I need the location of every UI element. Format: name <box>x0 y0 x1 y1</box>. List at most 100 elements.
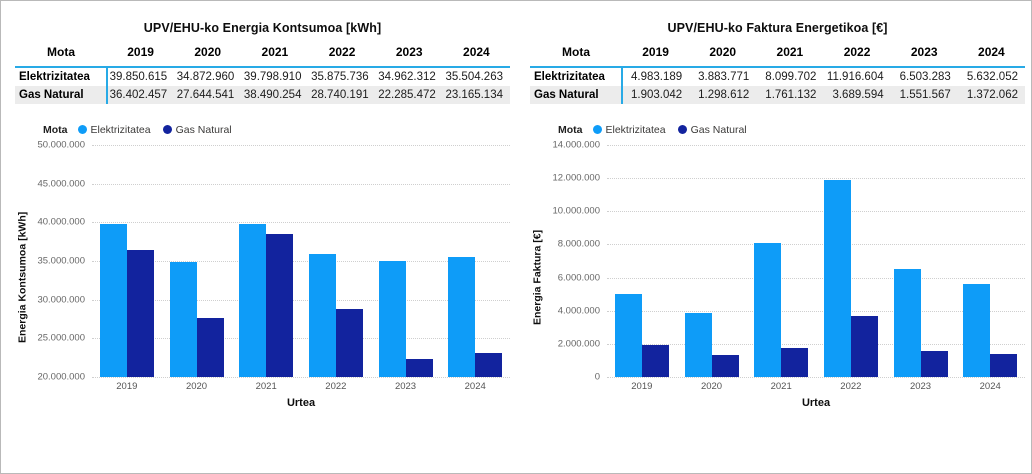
gridline <box>607 244 1025 246</box>
x-axis: 2019 2020 2021 2022 2023 2024 <box>607 377 1025 394</box>
gridline <box>92 299 510 301</box>
bar-gas-natural-2020[interactable] <box>711 355 739 377</box>
column-header-2019: 2019 <box>127 45 154 59</box>
bar-group-2023 <box>886 145 956 377</box>
x-tick-label-2021: 2021 <box>255 381 277 392</box>
y-tick-label: 6.000.000 <box>557 272 600 284</box>
bar-group-2022 <box>816 145 886 377</box>
bar-elektrizitatea-2020[interactable] <box>169 261 197 377</box>
gridline <box>92 261 510 262</box>
legend-title: Mota <box>43 123 68 136</box>
legend-dot-gas-natural-icon <box>162 125 172 134</box>
column-header-2020: 2020 <box>709 45 737 59</box>
legend-item-gas-natural[interactable]: Gas Natural <box>677 124 747 136</box>
column-header-2022: 2022 <box>843 45 871 59</box>
cell-elektrizitatea-2021: 39.798.910 <box>241 66 309 86</box>
bar-elektrizitatea-2023[interactable] <box>378 261 406 377</box>
gridline <box>92 183 510 185</box>
column-header-2024: 2024 <box>463 45 490 59</box>
bar-elektrizitatea-2024[interactable] <box>963 283 991 377</box>
legend-item-elektrizitatea[interactable]: Elektrizitatea <box>592 123 666 136</box>
bar-elektrizitatea-2022[interactable] <box>823 179 851 377</box>
y-tick-label: 12.000.000 <box>552 172 600 184</box>
legend-label: Elektrizitatea <box>605 123 666 136</box>
cell-gas-natural-2022: 28.740.191 <box>308 86 376 104</box>
y-tick-label: 14.000.000 <box>552 139 600 151</box>
bar-gas-natural-2019[interactable] <box>126 250 154 377</box>
bar-elektrizitatea-2019[interactable] <box>614 294 642 377</box>
cell-gas-natural-2024: 23.165.134 <box>442 86 510 104</box>
matrix-faktura-energetikoa: Mota 2019 2020 2021 2022 2023 2024 Elektrizita… <box>530 41 1025 104</box>
table-title-energia-kontsumoa: UPV/EHU-ko Energia Kontsumoa [kWh] <box>143 21 382 35</box>
bar-elektrizitatea-2021[interactable] <box>239 223 267 377</box>
column-header-2024: 2024 <box>978 45 1005 59</box>
bar-elektrizitatea-2020[interactable] <box>684 312 712 377</box>
y-tick-label: 10.000.000 <box>552 205 600 217</box>
bar-gas-natural-2021[interactable] <box>266 234 294 377</box>
x-tick-label-2024: 2024 <box>464 381 486 392</box>
legend-item-gas-natural[interactable]: Gas Natural <box>162 123 232 136</box>
y-tick-label: 25.000.000 <box>37 332 85 344</box>
bar-group-2020 <box>162 145 232 377</box>
bar-gas-natural-2024[interactable] <box>990 354 1018 377</box>
bar-elektrizitatea-2024[interactable] <box>448 257 476 377</box>
cell-elektrizitatea-2020: 34.872.960 <box>174 66 242 86</box>
cell-elektrizitatea-2019: 4.983.189 <box>622 66 690 86</box>
chart-faktura-energetikoa: Mota Elektrizitatea Gas Natural Energia F… <box>530 122 1025 409</box>
column-header-2023: 2023 <box>395 45 423 59</box>
table-title-faktura-energetikoa: UPV/EHU-ko Faktura Energetikoa [€] <box>667 21 888 35</box>
x-tick-label-2024: 2024 <box>979 381 1001 392</box>
y-tick-label: 4.000.000 <box>557 305 600 317</box>
cell-gas-natural-2021: 38.490.254 <box>241 86 309 104</box>
gridline <box>607 277 1025 279</box>
bar-gas-natural-2021[interactable] <box>781 347 809 377</box>
gridline <box>607 310 1025 312</box>
legend-dot-elektrizitatea-icon <box>592 125 602 134</box>
gridline <box>607 211 1025 213</box>
bar-group-2021 <box>231 145 301 377</box>
table-row-gas-natural: Gas Natural 36.402.457 27.644.541 38.490.25… <box>15 86 510 104</box>
x-tick-label-2021: 2021 <box>770 381 792 392</box>
bar-group-2024 <box>955 145 1025 377</box>
bar-elektrizitatea-2022[interactable] <box>308 254 336 377</box>
cell-elektrizitatea-2024: 5.632.052 <box>957 66 1025 86</box>
bar-gas-natural-2019[interactable] <box>641 345 669 377</box>
bar-gas-natural-2023[interactable] <box>920 351 948 377</box>
bar-gas-natural-2020[interactable] <box>196 317 224 377</box>
cell-gas-natural-2023: 22.285.472 <box>375 86 443 104</box>
x-axis-title: Urtea <box>286 397 316 409</box>
bar-group-2023 <box>371 145 441 377</box>
x-tick-label-2019: 2019 <box>631 381 653 392</box>
legend-title: Mota <box>558 123 583 136</box>
plot-area <box>92 145 510 378</box>
cell-gas-natural-2020: 1.298.612 <box>689 86 757 104</box>
bar-gas-natural-2022[interactable] <box>850 315 878 377</box>
x-tick-label-2022: 2022 <box>840 381 862 392</box>
cell-gas-natural-2023: 1.551.567 <box>890 86 958 104</box>
x-axis: 2019 2020 2021 2022 2023 2024 <box>92 377 510 394</box>
column-header-2021: 2021 <box>776 45 804 59</box>
matrix-header: Mota 2019 2020 2021 2022 2023 2024 <box>530 41 1025 67</box>
gridline <box>607 145 1025 146</box>
legend-label: Gas Natural <box>175 123 232 136</box>
bar-gas-natural-2024[interactable] <box>475 352 503 377</box>
bar-gas-natural-2023[interactable] <box>405 359 433 377</box>
bar-elektrizitatea-2019[interactable] <box>99 223 127 377</box>
gridline <box>92 338 510 340</box>
column-header-mota: Mota <box>47 45 75 59</box>
cell-gas-natural-2021: 1.761.132 <box>756 86 824 104</box>
cell-gas-natural-2019: 1.903.042 <box>622 86 690 104</box>
x-tick-label-2019: 2019 <box>116 381 138 392</box>
bar-gas-natural-2022[interactable] <box>335 309 363 377</box>
legend-item-elektrizitatea[interactable]: Elektrizitatea <box>77 124 151 136</box>
gridline <box>92 377 510 378</box>
matrix-energia-kontsumoa: Mota 2019 2020 2021 2022 2023 2024 Elektrizita… <box>15 41 510 104</box>
gridline <box>607 343 1025 345</box>
cell-elektrizitatea-2024: 35.504.263 <box>442 66 510 86</box>
table-row-elektrizitatea: Elektrizitatea 4.983.189 3.883.771 8.099.70… <box>530 66 1025 86</box>
plot-area <box>607 145 1025 378</box>
bar-elektrizitatea-2021[interactable] <box>754 242 782 377</box>
bar-elektrizitatea-2023[interactable] <box>893 269 921 377</box>
cell-gas-natural-2022: 3.689.594 <box>823 86 891 104</box>
